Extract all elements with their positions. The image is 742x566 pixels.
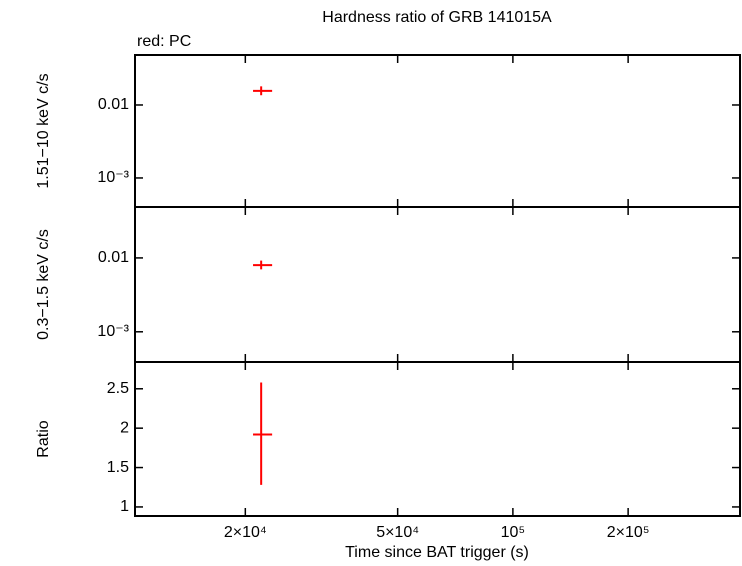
- y-tick-label: 10⁻³: [97, 169, 129, 186]
- x-tick-label: 5×10⁴: [376, 524, 419, 541]
- chart-title: Hardness ratio of GRB 141015A: [322, 9, 552, 26]
- y-axis-label: 1.51−10 keV c/s: [35, 73, 52, 188]
- y-tick-label: 1: [120, 498, 129, 515]
- x-tick-label: 10⁵: [501, 524, 525, 541]
- x-tick-label: 2×10⁵: [607, 524, 650, 541]
- y-tick-label: 0.01: [98, 96, 129, 113]
- y-tick-label: 2.5: [107, 380, 129, 397]
- panel-frame: [134, 361, 741, 517]
- y-tick-label: 2: [120, 419, 129, 436]
- y-axis-label: 0.3−1.5 keV c/s: [35, 229, 52, 340]
- annotation: red: PC: [137, 33, 191, 50]
- y-axis-label: Ratio: [35, 420, 52, 457]
- y-tick-label: 10⁻³: [97, 323, 129, 340]
- panel-frame: [134, 206, 741, 363]
- x-tick-label: 2×10⁴: [224, 524, 267, 541]
- panel-frame: [134, 54, 741, 208]
- x-axis-label: Time since BAT trigger (s): [345, 544, 529, 561]
- y-tick-label: 1.5: [107, 459, 129, 476]
- y-tick-label: 0.01: [98, 249, 129, 266]
